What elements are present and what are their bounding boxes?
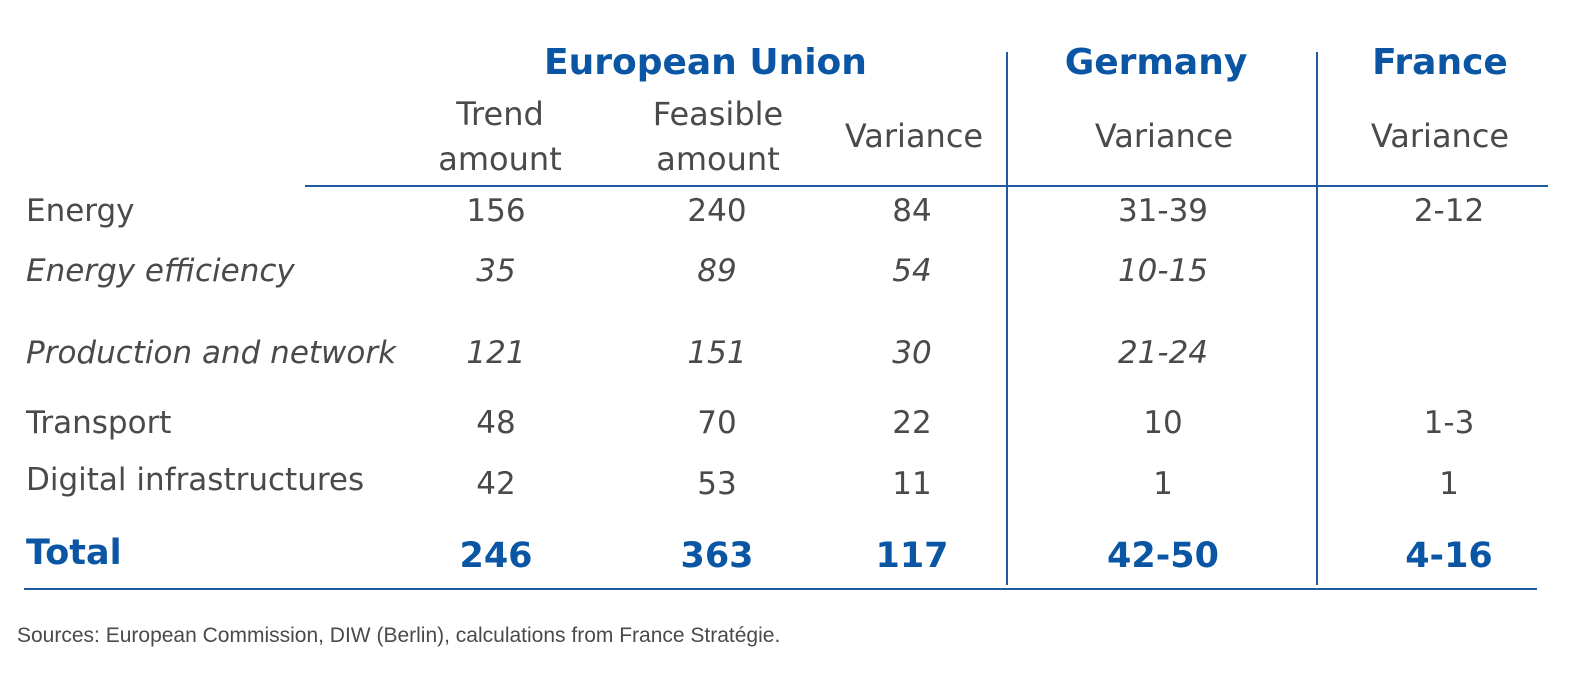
- germany-divider: [1006, 52, 1008, 585]
- column-header-germany-variance: Variance: [1094, 117, 1234, 155]
- table-cell: 156: [466, 193, 526, 229]
- total-cell: 246: [459, 536, 533, 576]
- table-cell: 151: [687, 335, 747, 371]
- france-divider: [1316, 52, 1318, 585]
- total-cell: 4-16: [1405, 536, 1493, 576]
- table-cell: 1: [1439, 466, 1459, 502]
- group-header-germany: Germany: [1064, 42, 1248, 83]
- group-header-france: France: [1372, 42, 1508, 83]
- table-cell: 35: [476, 253, 516, 289]
- table-cell: 240: [687, 193, 747, 229]
- table-cell: 1-3: [1423, 405, 1475, 441]
- table-cell: 54: [892, 253, 932, 289]
- table-cell: 48: [476, 405, 516, 441]
- row-label-production-and-network: Production and network: [26, 335, 397, 371]
- row-label-transport: Transport: [26, 405, 172, 441]
- table-cell: 70: [697, 405, 737, 441]
- bottom-rule: [24, 588, 1537, 590]
- row-label-energy: Energy: [26, 193, 135, 229]
- header-rule: [305, 185, 1548, 187]
- table-cell: 31-39: [1117, 193, 1209, 229]
- column-header-feasible-amount: Feasible amount: [652, 95, 784, 178]
- table-cell: 11: [892, 466, 932, 502]
- row-label-energy-efficiency: Energy efficiency: [26, 253, 295, 289]
- table-cell: 22: [892, 405, 932, 441]
- table-cell: 10-15: [1117, 253, 1209, 289]
- column-header-trend-amount: Trend amount: [438, 95, 562, 178]
- table-cell: 89: [697, 253, 737, 289]
- table-cell: 10: [1143, 405, 1183, 441]
- total-cell: 363: [680, 536, 754, 576]
- column-header-eu-variance: Variance: [844, 117, 984, 155]
- table-cell: 53: [697, 466, 737, 502]
- total-cell: 42-50: [1107, 536, 1219, 576]
- column-header-france-variance: Variance: [1370, 117, 1510, 155]
- table-cell: 30: [892, 335, 932, 371]
- table-cell: 2-12: [1413, 193, 1485, 229]
- table-cell: 1: [1153, 466, 1173, 502]
- source-note: Sources: European Commission, DIW (Berli…: [17, 624, 781, 647]
- table-cell: 21-24: [1117, 335, 1209, 371]
- total-cell: 117: [875, 536, 949, 576]
- total-row-label: Total: [26, 533, 122, 573]
- row-label-digital-infrastructures: Digital infrastructures: [26, 462, 365, 498]
- table-cell: 84: [892, 193, 932, 229]
- table-cell: 121: [466, 335, 526, 371]
- table-cell: 42: [476, 466, 516, 502]
- group-header-eu: European Union: [544, 42, 867, 83]
